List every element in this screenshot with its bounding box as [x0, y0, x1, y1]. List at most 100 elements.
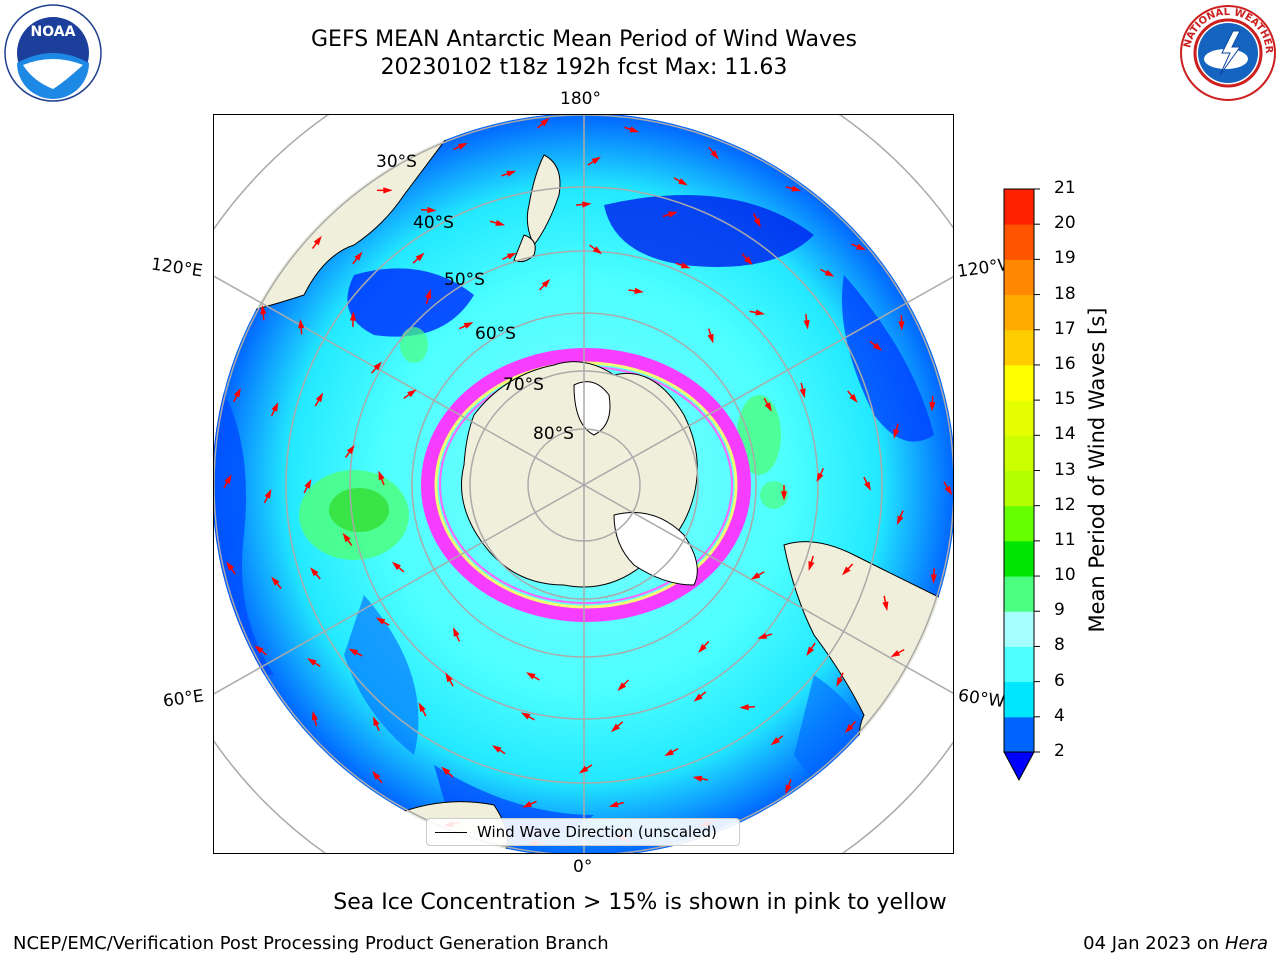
colorbar-label: Mean Period of Wind Waves [s]: [1085, 307, 1109, 633]
wind-arrow-head: [271, 576, 280, 586]
wind-arrow-head: [506, 170, 517, 177]
wind-arrow-head: [750, 572, 761, 580]
wind-arrow-head: [592, 246, 603, 255]
wind-arrow-head: [233, 387, 241, 398]
lat-label-60s: 60°S: [475, 324, 516, 344]
wind-arrow-head: [313, 235, 322, 246]
lon-label-60e: 60°E: [161, 686, 206, 712]
wind-arrow-head: [378, 470, 385, 481]
wind-arrow-head: [930, 574, 937, 584]
wind-arrow-head: [842, 566, 851, 576]
colorbar-tick-label: 6: [1054, 670, 1065, 691]
wind-arrow-head: [780, 491, 788, 501]
wind-arrow-head: [634, 287, 644, 294]
graticule: [214, 115, 953, 853]
wind-arrow-head: [755, 309, 766, 316]
colorbar-segment: [1004, 681, 1034, 718]
wind-arrow-head: [710, 150, 719, 160]
colorbar-tick-label: 21: [1054, 178, 1076, 198]
wind-arrow-head: [224, 474, 232, 484]
wind-arrow-head: [391, 561, 401, 571]
colorbar-tick-label: 20: [1054, 213, 1076, 234]
colorbar-tick-label: 2: [1054, 741, 1065, 761]
colorbar: [1003, 188, 1040, 782]
footer-date-text: 04 Jan 2023 on: [1083, 933, 1220, 954]
wind-arrow-head: [610, 723, 620, 733]
lon-label-0: 0°: [573, 857, 593, 877]
colorbar-tick-label: 14: [1054, 424, 1076, 445]
wind-arrow-head: [495, 219, 506, 226]
lat-label-70s: 70°S: [503, 375, 544, 395]
wind-arrow-head: [372, 770, 381, 780]
colorbar-segment: [1004, 224, 1034, 260]
wind-arrow-head: [893, 428, 900, 439]
wind-arrow-head: [785, 784, 792, 795]
colorbar-tick-label: 11: [1054, 529, 1076, 550]
footer-organization: NCEP/EMC/Verification Post Processing Pr…: [13, 933, 609, 954]
wind-arrow-head: [824, 269, 835, 277]
wind-arrow-head: [844, 724, 854, 733]
wind-arrow-head: [348, 648, 359, 656]
colorbar-segment: [1004, 364, 1034, 401]
wind-arrow-head: [744, 256, 753, 266]
wind-arrow-head: [680, 262, 691, 269]
wind-arrow-head: [770, 737, 780, 746]
colorbar-segment: [1004, 294, 1034, 331]
colorbar-segment: [1004, 400, 1034, 436]
colorbar-tick-label: 9: [1054, 600, 1065, 621]
colorbar-segment: [1004, 259, 1034, 296]
wind-arrow-head: [693, 693, 703, 702]
lat-label-40s: 40°S: [413, 213, 454, 233]
wind-arrow-head: [578, 765, 589, 774]
noaa-logo-text: NOAA: [31, 24, 76, 40]
lon-label-120e: 120°E: [149, 254, 204, 282]
wind-arrow-head: [457, 142, 468, 150]
wind-arrow-head: [882, 601, 889, 612]
wind-arrow-head: [582, 201, 592, 208]
wind-arrow-head: [608, 801, 619, 808]
colorbar-segment: [1004, 329, 1034, 366]
wind-arrow-head: [692, 775, 703, 782]
wind-arrow-head: [522, 801, 533, 808]
wind-arrow-head: [799, 388, 806, 399]
wind-arrow-head: [520, 712, 531, 720]
footer-host: Hera: [1224, 933, 1268, 954]
wind-arrow-head: [226, 561, 235, 571]
wind-arrow-head: [375, 617, 386, 625]
wind-arrow-head: [525, 672, 536, 680]
colorbar-segment: [1004, 435, 1034, 471]
colorbar-tick-label: 4: [1054, 705, 1065, 726]
colorbar-segment: [1004, 189, 1034, 225]
wind-arrow-head: [678, 178, 688, 186]
wind-arrow-head: [849, 393, 858, 403]
wind-arrow-head: [836, 677, 844, 687]
colorbar-under-triangle: [1003, 751, 1035, 782]
colorbar-tick-label: 18: [1054, 283, 1076, 304]
wind-arrow-head: [668, 211, 678, 218]
colorbar-tick-label: 19: [1054, 248, 1076, 269]
wind-arrow-head: [803, 319, 810, 330]
colorbar-segment: [1004, 646, 1034, 683]
wind-arrow-head: [629, 126, 640, 133]
lat-label-80s: 80°S: [533, 424, 574, 444]
wind-arrow-head: [540, 117, 550, 127]
colorbar-tick-label: 13: [1054, 459, 1076, 480]
wind-arrow-head: [816, 472, 824, 483]
wind-arrow-head: [315, 392, 324, 403]
wind-arrow-head: [427, 206, 437, 214]
wind-arrow-head: [806, 646, 815, 656]
wind-arrow-head: [407, 389, 417, 398]
wind-arrow-head: [311, 710, 318, 721]
footer-date: 04 Jan 2023 on Hera: [1083, 933, 1268, 954]
colorbar-tick-label: 8: [1054, 635, 1065, 656]
wind-arrow-head: [863, 481, 871, 492]
map-panel: [213, 114, 954, 854]
colorbar-tick-label: 10: [1054, 565, 1076, 586]
wind-arrow-head: [698, 643, 707, 653]
wind-arrow-head: [591, 156, 602, 165]
map-legend: Wind Wave Direction (unscaled): [426, 818, 740, 846]
wind-arrow-head: [383, 187, 393, 194]
sea-ice-note: Sea Ice Concentration > 15% is shown in …: [333, 890, 947, 915]
wind-arrow-head: [415, 252, 425, 262]
wind-arrow-head: [264, 488, 272, 499]
